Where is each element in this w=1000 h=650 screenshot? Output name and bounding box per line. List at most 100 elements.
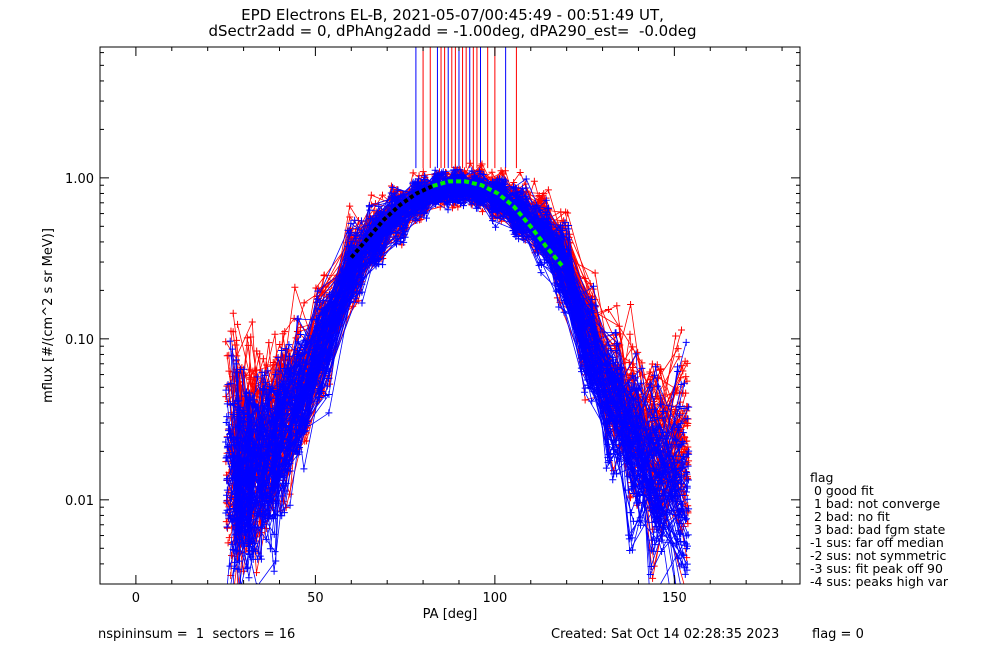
red-data-point [278,353,286,361]
x-axis-label: PA [deg] [423,607,478,622]
red-data-point [478,160,486,168]
chart-title-line2: dSectr2add = 0, dPhAng2add = -1.00deg, d… [208,22,697,40]
red-data-point [682,373,690,381]
footer-flag: flag = 0 [812,627,864,642]
red-data-point [263,361,271,369]
blue-data-point [413,216,421,224]
red-data-point [367,191,375,199]
legend-item: -4 sus: peaks high var [810,574,949,589]
red-data-point [246,366,254,374]
red-data-point [303,437,311,445]
red-data-point [229,309,237,317]
red-data-point [678,326,686,334]
red-data-point [629,343,637,351]
red-data-point [629,364,637,372]
red-data-point [346,202,354,210]
red-data-point [674,345,682,353]
red-data-point [223,382,231,390]
chart-title-line1: EPD Electrons EL-B, 2021-05-07/00:45:49 … [241,6,664,24]
x-tick-label: 50 [307,591,324,606]
red-data-point [272,371,280,379]
footer-nspin: nspininsum = 1 sectors = 16 [98,627,296,642]
red-data-point [300,299,308,307]
red-data-point [682,389,690,397]
blue-data-point [679,429,687,437]
blue-data-point [282,345,290,353]
red-data-point [672,332,680,340]
red-data-point [346,213,354,221]
red-data-point [252,569,260,577]
red-data-point [684,520,692,528]
red-data-point [256,350,264,358]
blue-data-point [347,219,355,227]
red-data-point [291,283,299,291]
red-data-point [244,341,252,349]
red-data-point [248,318,256,326]
x-tick-label: 150 [662,591,687,606]
blue-data-point [271,548,279,556]
red-data-point [678,362,686,370]
red-data-point [657,365,665,373]
blue-data-point [682,338,690,346]
blue-data-point [638,364,646,372]
red-data-point [239,567,247,575]
red-data-point [683,422,691,430]
red-data-point [466,159,474,167]
red-data-point [222,518,230,526]
blue-data-point [264,367,272,375]
red-data-point [378,191,386,199]
blue-data-point [652,363,660,371]
red-data-point [562,208,570,216]
red-data-point [591,269,599,277]
red-data-point [222,338,230,346]
red-data-point [613,302,621,310]
red-data-point [479,208,487,216]
red-data-point [409,169,417,177]
y-tick-label: 0.10 [65,333,94,348]
red-data-point [238,396,246,404]
red-data-point [259,355,267,363]
red-data-point [516,168,524,176]
red-data-point [499,170,507,178]
red-data-point [279,330,287,338]
plot-area [222,47,693,584]
red-data-point [265,339,273,347]
red-data-point [232,341,240,349]
red-data-point [488,168,496,176]
red-data-point [229,328,237,336]
y-axis-label: mflux [#/(cm^2 s sr MeV)] [41,228,56,403]
red-data-point [615,322,623,330]
red-data-point [234,320,242,328]
y-tick-label: 0.01 [65,494,94,509]
blue-data-point [602,464,610,472]
red-data-point [222,393,230,401]
red-data-point [271,330,279,338]
blue-data-point [683,495,691,503]
red-data-point [387,182,395,190]
red-data-point [615,330,623,338]
x-tick-label: 100 [482,591,507,606]
red-data-point [604,306,612,314]
red-data-point [581,396,589,404]
blue-data-point [228,352,236,360]
red-data-point [675,353,683,361]
blue-data-point [683,415,691,423]
red-data-point [224,539,232,547]
blue-data-point [589,282,597,290]
red-data-point [649,574,657,582]
red-data-point [544,186,552,194]
red-data-point [537,195,545,203]
blue-data-point [629,517,637,525]
red-data-point [626,330,634,338]
blue-data-point [679,491,687,499]
blue-data-point [297,330,305,338]
red-data-point [530,177,538,185]
red-data-point [627,301,635,309]
flag-legend: flag 0 good fit 1 bad: not converge 2 ba… [810,471,948,588]
blue-data-point [285,341,293,349]
y-tick-label: 1.00 [65,172,94,187]
footer-created: Created: Sat Oct 14 02:28:35 2023 [551,627,780,642]
red-data-point [320,272,328,280]
